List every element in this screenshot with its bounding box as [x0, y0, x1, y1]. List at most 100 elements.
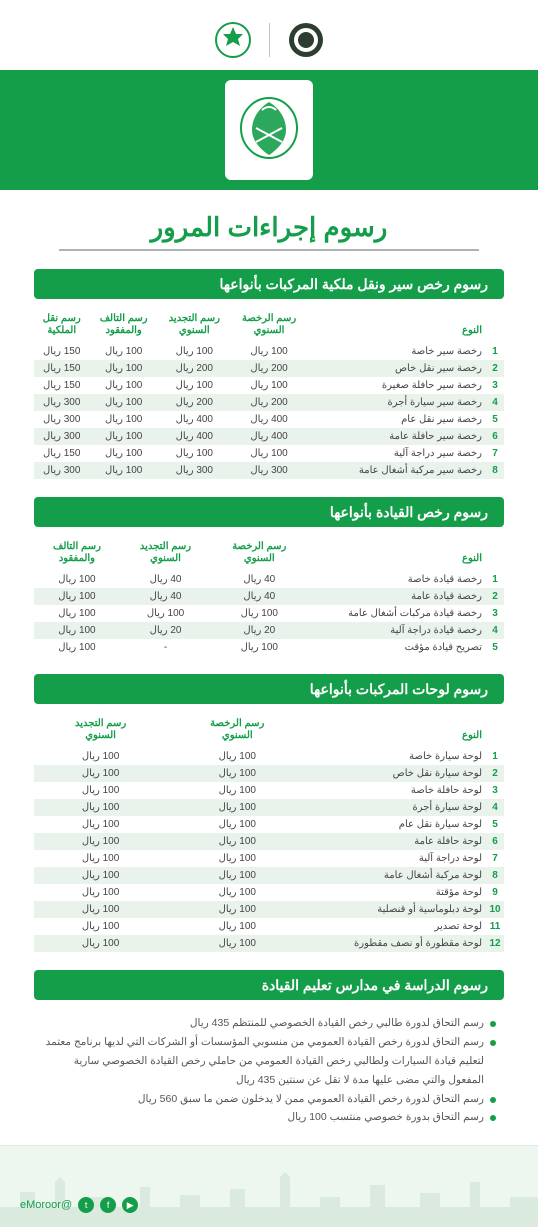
row-name: رخصة سير حافلة عامة — [307, 428, 486, 445]
page-title: رسوم إجراءات المرور — [0, 190, 538, 249]
row-index: 4 — [486, 394, 504, 411]
fee-cell: 100 ريال — [34, 884, 167, 901]
row-name: رخصة سير دراجة آلية — [307, 445, 486, 462]
fee-cell: 200 ريال — [231, 394, 308, 411]
fee-cell: 100 ريال — [34, 571, 120, 588]
table-row: 7رخصة سير دراجة آلية100 ريال100 ريال100 … — [34, 445, 504, 462]
fee-cell: 100 ريال — [89, 343, 157, 360]
table-row: 8رخصة سير مركبة أشغال عامة 300 ريال 300 ري… — [34, 462, 504, 479]
logos-divider — [269, 23, 270, 57]
table-row: 8لوحة مركبة أشغال عامة100 ريال100 ريال — [34, 867, 504, 884]
fee-cell: 200 ريال — [158, 394, 231, 411]
fee-cell: 400 ريال — [158, 411, 231, 428]
table-row: 5لوحة سيارة نقل عام100 ريال100 ريال — [34, 816, 504, 833]
fee-cell: 200 ريال — [158, 360, 231, 377]
fee-cell: 100 ريال — [167, 748, 307, 765]
list-item: رسم التحاق لدورة رخص القيادة العمومي ممن… — [42, 1090, 496, 1109]
fee-cell: 100 ريال — [167, 867, 307, 884]
fee-cell: 100 ريال — [34, 935, 167, 952]
row-name: لوحة دراجة آلية — [307, 850, 486, 867]
fee-cell: 100 ريال — [89, 445, 157, 462]
row-index: 3 — [486, 782, 504, 799]
col-header: رسم الرخصةالسنوي — [167, 714, 307, 748]
col-header: رسم نقلالملكية — [34, 309, 89, 343]
fee-cell: 100 ريال — [34, 901, 167, 918]
fee-cell: 100 ريال — [34, 850, 167, 867]
row-name: رخصة قيادة خاصة — [307, 571, 486, 588]
fee-cell: 100 ريال — [34, 765, 167, 782]
fee-cell: 40 ريال — [120, 571, 211, 588]
section-vehicle-licenses: رسوم رخص سير ونقل ملكية المركبات بأنواعه… — [0, 269, 538, 497]
col-header: رسم التجديدالسنوي — [120, 537, 211, 571]
row-index: 2 — [486, 588, 504, 605]
fee-cell: 100 ريال — [34, 588, 120, 605]
row-name: لوحة مؤقتة — [307, 884, 486, 901]
row-index: 1 — [486, 343, 504, 360]
table-row: 1رخصة قيادة خاصة40 ريال40 ريال100 ريال — [34, 571, 504, 588]
row-name: رخصة سير نقل عام — [307, 411, 486, 428]
row-index: 8 — [486, 462, 504, 479]
fee-cell: 300 ريال — [34, 462, 89, 479]
row-index: 2 — [486, 765, 504, 782]
fee-cell: 100 ريال — [167, 782, 307, 799]
table-row: 1لوحة سيارة خاصة100 ريال100 ريال — [34, 748, 504, 765]
row-name: لوحة تصدير — [307, 918, 486, 935]
table-row: 3رخصة سير حافلة صغيرة100 ريال100 ريال100… — [34, 377, 504, 394]
col-header: رسم الرخصةالسنوي — [231, 309, 308, 343]
fee-cell: 300 ريال — [158, 462, 231, 479]
row-index: 7 — [486, 850, 504, 867]
fee-cell: - — [120, 639, 211, 656]
table-row: 10لوحة دبلوماسية أو قنصلية100 ريال100 ري… — [34, 901, 504, 918]
fee-cell: 100 ريال — [89, 428, 157, 445]
fee-cell: 150 ريال — [34, 445, 89, 462]
fee-cell: 40 ريال — [120, 588, 211, 605]
table-row: 1رخصة سير خاصة100 ريال100 ريال100 ريال15… — [34, 343, 504, 360]
bullet-text: رسم التحاق لدورة رخص القيادة العمومي ممن… — [138, 1090, 484, 1109]
table-driving-licenses: النوعرسم الرخصةالسنويرسم التجديدالسنويرس… — [34, 537, 504, 656]
row-index: 2 — [486, 360, 504, 377]
row-index: 3 — [486, 605, 504, 622]
logo-moi-icon — [211, 18, 255, 62]
section-school-fees: رسوم الدراسة في مدارس تعليم القيادة رسم … — [0, 970, 538, 1145]
row-name: رخصة سير خاصة — [307, 343, 486, 360]
row-index: 12 — [486, 935, 504, 952]
emblem-badge-icon — [225, 80, 313, 180]
section-header: رسوم لوحات المركبات بأنواعها — [34, 674, 504, 704]
fee-cell: 100 ريال — [158, 343, 231, 360]
fee-cell: 40 ريال — [211, 571, 307, 588]
fee-cell: 100 ريال — [34, 622, 120, 639]
section-plates: رسوم لوحات المركبات بأنواعها النوعرسم ال… — [0, 674, 538, 970]
col-header: رسم التالفوالمفقود — [34, 537, 120, 571]
top-logos-bar — [0, 0, 538, 70]
bullet-text: رسم التحاق لدورة رخص القيادة العمومي من … — [42, 1033, 484, 1090]
social-handle: @eMoroor — [20, 1199, 72, 1211]
table-row: 4رخصة قيادة دراجة آلية20 ريال20 ريال100 … — [34, 622, 504, 639]
fee-cell: 150 ريال — [34, 343, 89, 360]
row-index: 10 — [486, 901, 504, 918]
row-name: رخصة قيادة دراجة آلية — [307, 622, 486, 639]
table-row: 5رخصة سير نقل عام400 ريال400 ريال100 ريا… — [34, 411, 504, 428]
list-item: رسم التحاق لدورة رخص القيادة العمومي من … — [42, 1033, 496, 1090]
fee-cell: 100 ريال — [34, 867, 167, 884]
row-name: لوحة سيارة نقل عام — [307, 816, 486, 833]
fee-cell: 100 ريال — [167, 850, 307, 867]
table-row: 6رخصة سير حافلة عامة400 ريال400 ريال100 … — [34, 428, 504, 445]
table-row: 3لوحة حافلة خاصة100 ريال100 ريال — [34, 782, 504, 799]
table-row: 11لوحة تصدير100 ريال100 ريال — [34, 918, 504, 935]
table-row: 3رخصة قيادة مركبات أشغال عامة100 ريال100… — [34, 605, 504, 622]
row-name: رخصة سير نقل خاص — [307, 360, 486, 377]
fee-cell: 100 ريال — [89, 377, 157, 394]
fee-cell: 100 ريال — [231, 343, 308, 360]
row-name: رخصة سير سيارة أجرة — [307, 394, 486, 411]
row-index: 6 — [486, 428, 504, 445]
row-index: 5 — [486, 639, 504, 656]
fee-cell: 100 ريال — [34, 799, 167, 816]
row-index: 1 — [486, 748, 504, 765]
col-header: رسم الرخصةالسنوي — [211, 537, 307, 571]
fee-cell: 100 ريال — [158, 445, 231, 462]
fee-cell: 100 ريال — [34, 918, 167, 935]
row-index: 5 — [486, 411, 504, 428]
bullet-icon — [490, 1021, 496, 1027]
row-name: رخصة سير مركبة أشغال عامة — [307, 462, 486, 479]
fee-cell: 100 ريال — [120, 605, 211, 622]
